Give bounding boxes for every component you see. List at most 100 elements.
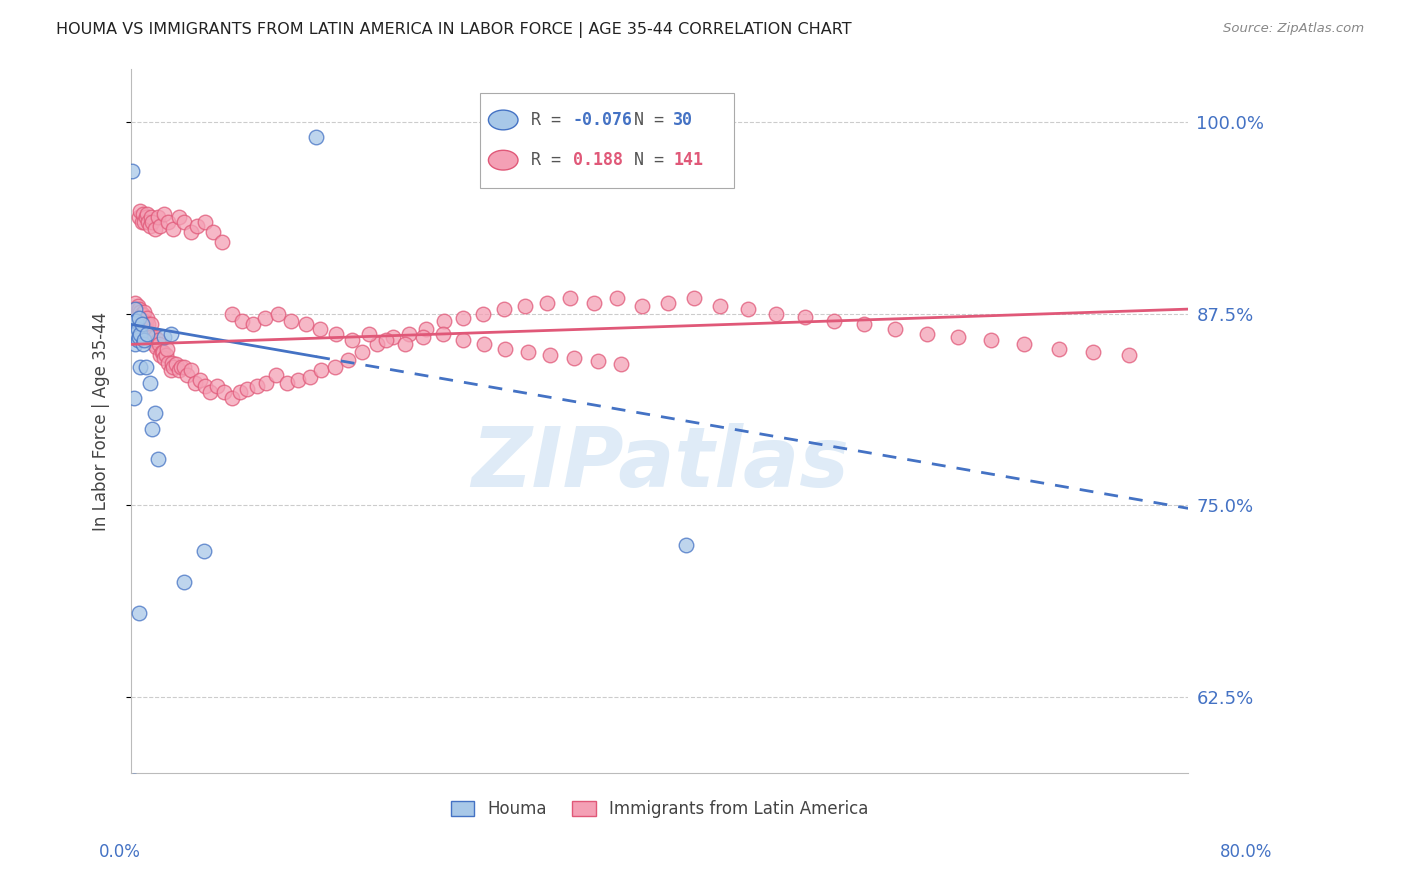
Y-axis label: In Labor Force | Age 35-44: In Labor Force | Age 35-44 [93,311,110,531]
Point [176,368,198,382]
Text: 30: 30 [673,111,693,129]
Point [128,210,150,224]
Point [138,215,160,229]
Point [141,333,163,347]
Point [128,310,150,324]
Point [200,384,222,399]
Point [157,356,180,370]
Point [794,310,817,324]
Text: 0.188: 0.188 [574,151,623,169]
Point [415,322,437,336]
Point [143,222,166,236]
Point [128,329,150,343]
Point [202,226,225,240]
Point [287,373,309,387]
Point [121,164,143,178]
Point [152,345,174,359]
Point [231,314,253,328]
Point [124,302,146,317]
Point [765,307,787,321]
Point [1118,348,1140,362]
Point [149,348,172,362]
Point [657,296,679,310]
Point [352,345,374,359]
Point [129,311,152,326]
Point [398,326,420,341]
Point [162,222,184,236]
Point [170,360,193,375]
Point [125,314,148,328]
Point [136,325,159,339]
Point [141,422,163,436]
Point [124,296,146,310]
Point [683,292,706,306]
Point [146,333,169,347]
Point [451,311,474,326]
Point [340,333,363,347]
Point [132,207,155,221]
Point [253,311,276,326]
Point [606,292,628,306]
Point [125,302,148,317]
Point [586,354,609,368]
Point [141,215,163,229]
Point [188,373,211,387]
Point [146,210,169,224]
Point [153,329,176,343]
Point [254,376,277,390]
Point [167,363,190,377]
Point [1081,345,1104,359]
Point [128,302,150,317]
Point [136,326,159,341]
Point [394,337,416,351]
Point [122,391,145,405]
Point [127,322,149,336]
Point [183,376,205,390]
Point [823,314,845,328]
Point [242,318,264,332]
Point [127,305,149,319]
Point [131,215,153,229]
Point [1014,337,1036,351]
Circle shape [488,150,517,170]
Point [915,326,938,341]
Point [135,322,157,336]
Point [149,219,172,234]
Point [582,296,605,310]
Point [709,299,731,313]
Point [194,215,217,229]
Point [131,307,153,321]
Point [173,574,195,589]
Point [266,368,288,382]
Point [135,360,157,375]
Point [148,337,170,351]
Point [246,378,269,392]
Point [412,329,434,343]
Point [145,340,167,354]
Point [325,326,347,341]
Point [159,363,181,377]
Point [471,307,494,321]
Point [267,307,290,321]
Point [143,329,166,343]
Text: 0.0%: 0.0% [98,843,141,861]
Point [516,345,538,359]
Point [132,318,155,332]
Point [305,130,328,145]
Point [186,219,208,234]
Point [853,318,876,332]
Point [276,376,298,390]
Point [160,356,183,370]
Point [375,333,398,347]
Point [127,299,149,313]
Point [432,326,454,341]
Point [129,360,152,375]
Point [132,337,155,351]
Point [136,207,159,221]
Point [883,322,905,336]
Point [139,318,162,332]
Point [135,210,157,224]
Point [128,311,150,326]
Point [146,452,169,467]
Point [125,326,148,341]
